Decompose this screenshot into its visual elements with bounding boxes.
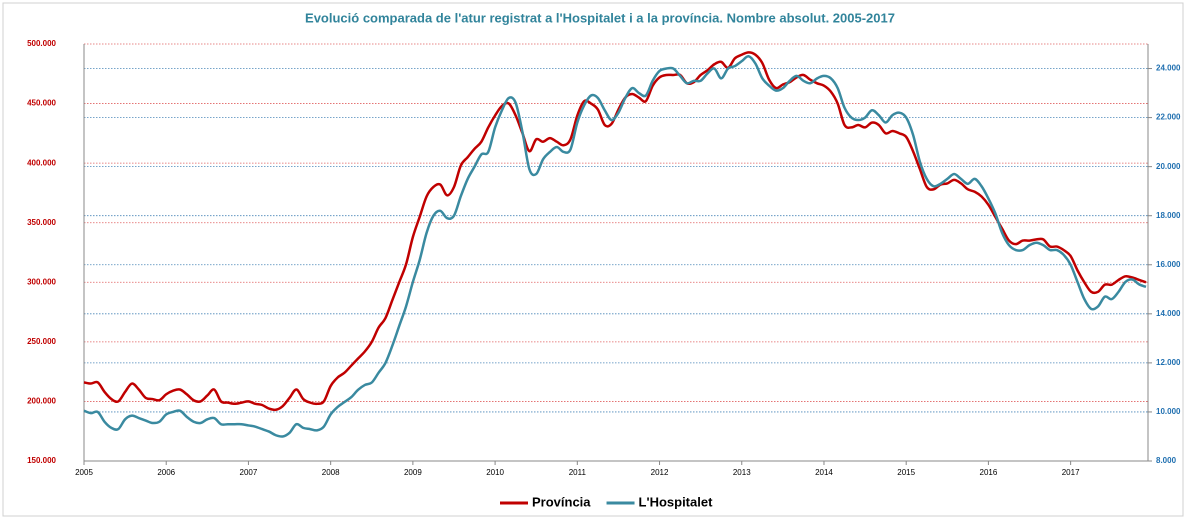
y-tick-label: 400.000	[27, 158, 56, 167]
line-series	[83, 55, 1147, 438]
x-tick-label: 2006	[157, 468, 175, 477]
y2-tick-label: 14.000	[1156, 309, 1181, 318]
legend-label: L'Hospitalet	[639, 494, 714, 509]
y2-tick-label: 12.000	[1156, 358, 1181, 367]
y-tick-label: 450.000	[27, 99, 56, 108]
x-tick-label: 2012	[651, 468, 669, 477]
y-tick-label: 200.000	[27, 397, 56, 406]
y-tick-label: 500.000	[27, 39, 56, 48]
y2-tick-label: 10.000	[1156, 407, 1181, 416]
y2-tick-label: 24.000	[1156, 64, 1181, 73]
x-tick-label: 2009	[404, 468, 422, 477]
x-tick-label: 2007	[240, 468, 258, 477]
y-tick-label: 250.000	[27, 337, 56, 346]
x-tick-label: 2008	[322, 468, 340, 477]
x-tick-label: 2014	[815, 468, 833, 477]
x-tick-label: 2011	[569, 468, 587, 477]
y-tick-label: 350.000	[27, 218, 56, 227]
y2-tick-label: 8.000	[1156, 456, 1177, 465]
x-tick-label: 2010	[486, 468, 504, 477]
x-tick-label: 2016	[980, 468, 998, 477]
x-tick-label: 2017	[1062, 468, 1080, 477]
y-tick-label: 150.000	[27, 456, 56, 465]
y-tick-label: 300.000	[27, 277, 56, 286]
x-tick-label: 2015	[897, 468, 915, 477]
legend-label: Província	[532, 494, 591, 509]
x-tick-label: 2013	[733, 468, 751, 477]
y2-tick-label: 18.000	[1156, 211, 1181, 220]
y2-tick-label: 16.000	[1156, 260, 1181, 269]
x-tick-label: 2005	[75, 468, 93, 477]
y2-tick-label: 20.000	[1156, 162, 1181, 171]
chart-title: Evolució comparada de l'atur registrat a…	[305, 10, 895, 25]
y2-tick-label: 22.000	[1156, 113, 1181, 122]
chart-frame	[2, 2, 1184, 517]
